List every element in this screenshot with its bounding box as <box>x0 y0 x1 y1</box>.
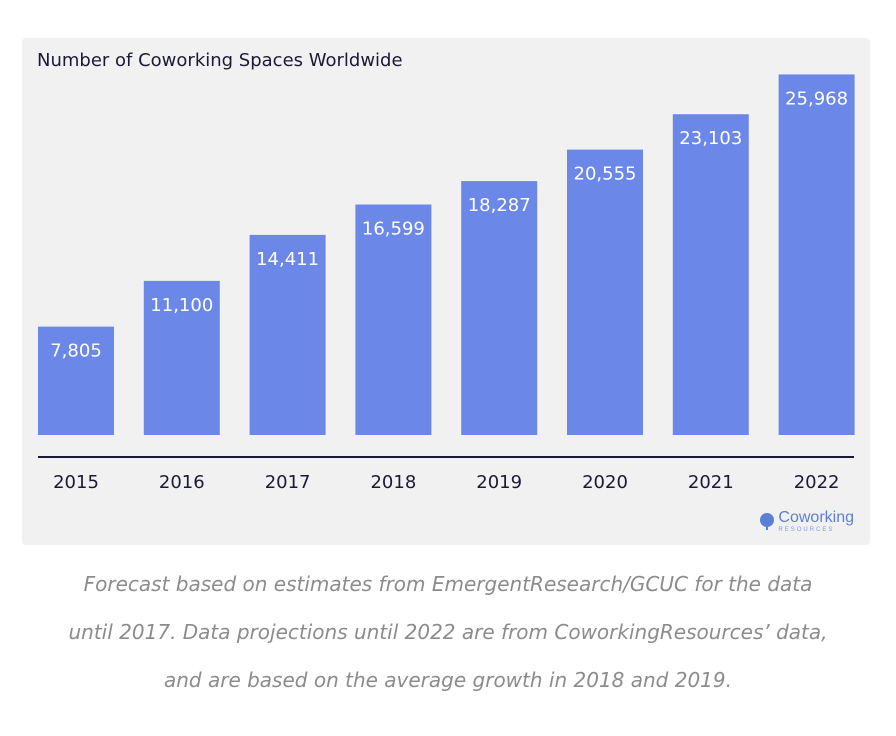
chart-card: Number of Coworking Spaces Worldwide 7,8… <box>22 38 870 545</box>
chart-caption: Forecast based on estimates from Emergen… <box>0 560 896 704</box>
bar-2017 <box>249 234 326 435</box>
bar-2021 <box>672 114 749 436</box>
logo-subtitle: RESOURCES <box>778 527 835 533</box>
chart-title: Number of Coworking Spaces Worldwide <box>37 50 403 71</box>
bar-value-label: 20,555 <box>574 164 637 185</box>
bar-2018 <box>355 204 432 435</box>
caption-line-3: and are based on the average growth in 2… <box>163 668 732 692</box>
bar-value-label: 7,805 <box>50 341 102 362</box>
bar-2020 <box>567 149 643 435</box>
x-tick-label: 2017 <box>265 472 311 493</box>
bar-value-label: 18,287 <box>468 195 531 216</box>
caption-line-2: until 2017. Data projections until 2022 … <box>68 620 828 644</box>
caption-line-1: Forecast based on estimates from Emergen… <box>83 572 813 596</box>
bar-value-label: 23,103 <box>679 128 742 149</box>
x-tick-label: 2021 <box>688 472 734 493</box>
coworking-resources-logo: Coworking RESOURCES <box>760 510 854 533</box>
x-tick-label: 2016 <box>159 472 205 493</box>
x-tick-label: 2015 <box>53 472 99 493</box>
bar-2016 <box>143 280 220 435</box>
x-tick-label: 2020 <box>582 472 628 493</box>
bar-value-label: 11,100 <box>150 295 213 316</box>
bar-2019 <box>461 181 538 435</box>
logo-name: Coworking <box>778 509 854 526</box>
bar-value-label: 25,968 <box>785 88 848 109</box>
bar-chart: 7,805 2015 11,100 2016 14,411 2017 16,599 2018 1… <box>38 74 855 493</box>
bar-value-label: 14,411 <box>256 249 319 270</box>
globe-icon <box>760 513 775 530</box>
x-tick-label: 2022 <box>794 472 840 493</box>
x-tick-label: 2019 <box>476 472 522 493</box>
bar-2022 <box>778 74 855 435</box>
bar-value-label: 16,599 <box>362 219 425 240</box>
x-tick-label: 2018 <box>370 472 416 493</box>
bar-2015 <box>38 326 114 435</box>
